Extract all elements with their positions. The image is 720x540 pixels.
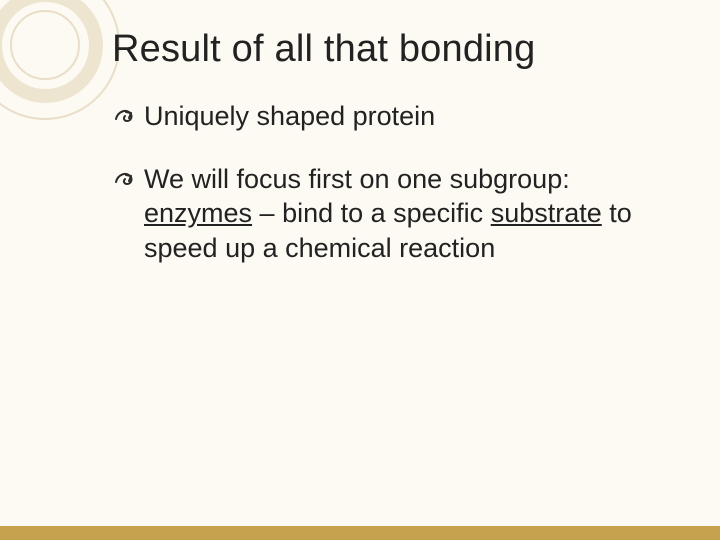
bullet-text: Uniquely shaped protein (144, 101, 435, 131)
bottom-accent-bar (0, 529, 720, 540)
bullet-glyph-icon (112, 166, 140, 190)
slide-content: Result of all that bonding Uniquely shap… (0, 0, 720, 540)
bullet-glyph-icon (112, 103, 140, 127)
bullet-list: Uniquely shaped protein We will focus fir… (112, 99, 660, 265)
slide-title: Result of all that bonding (112, 28, 660, 71)
bullet-item: We will focus first on one subgroup: enz… (112, 162, 660, 266)
bullet-text: We will focus first on one subgroup: enz… (144, 164, 632, 263)
bullet-item: Uniquely shaped protein (112, 99, 660, 134)
